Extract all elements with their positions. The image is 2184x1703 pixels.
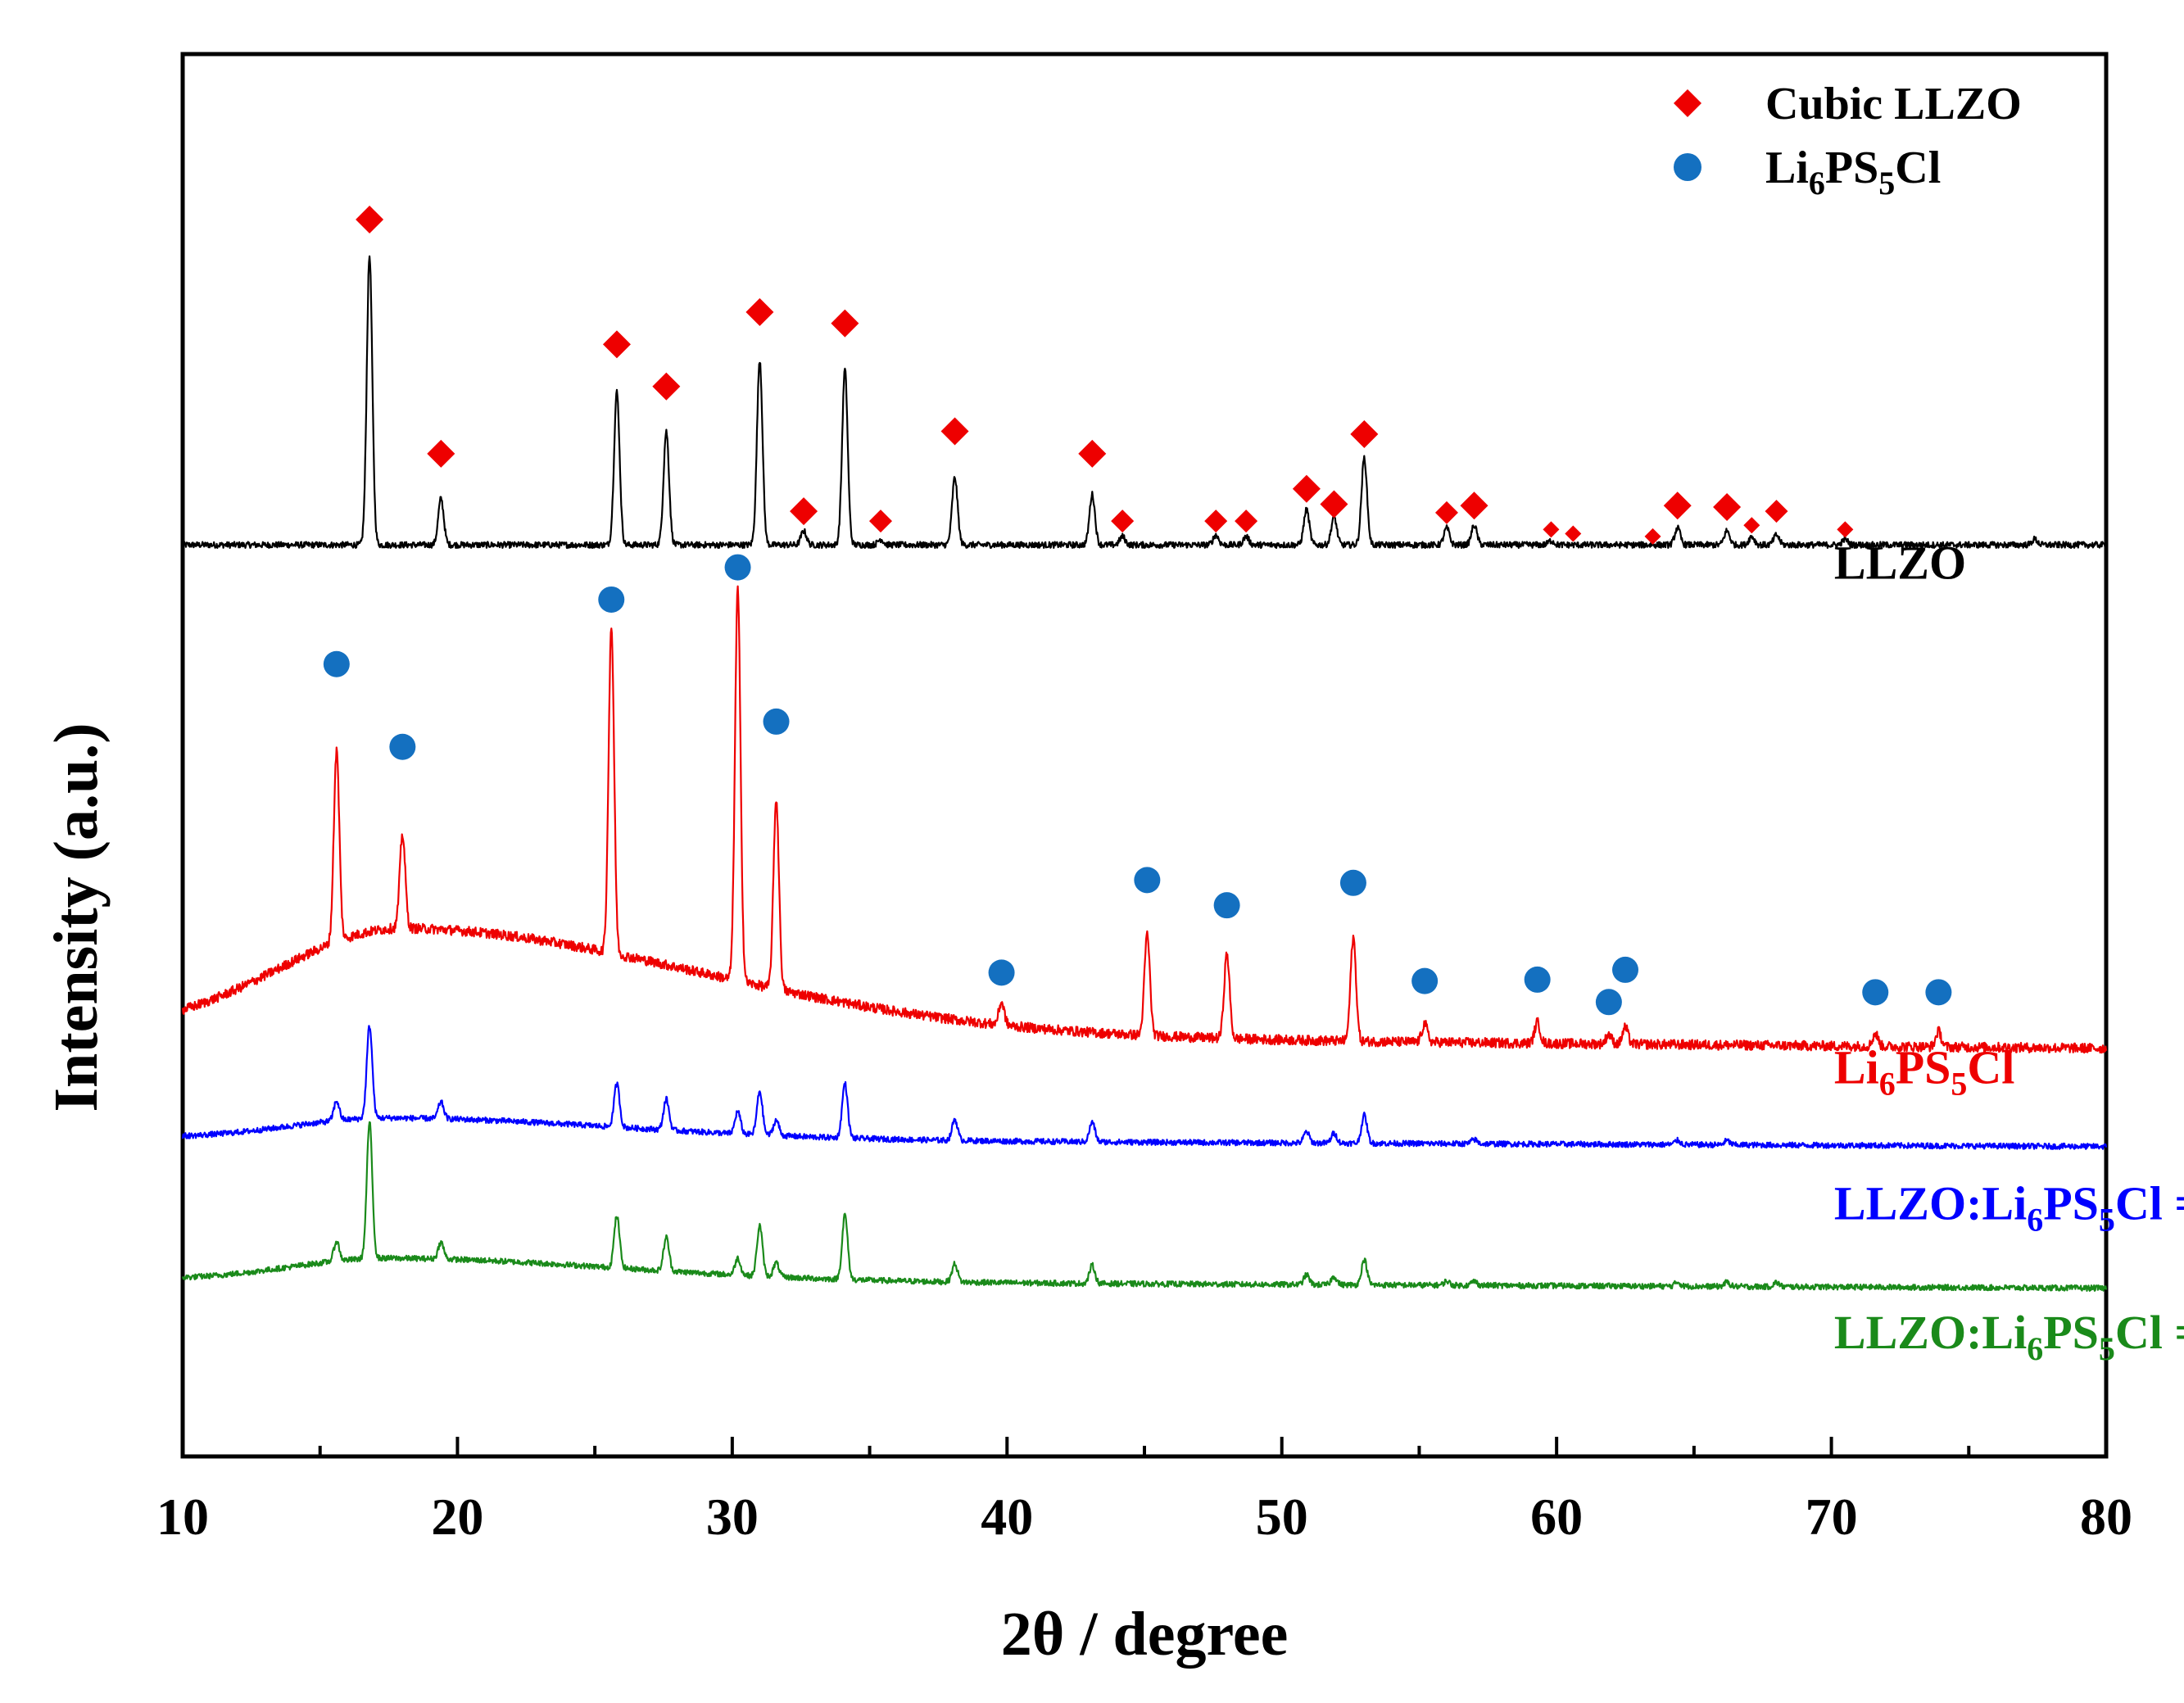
trace-llzo-li6ps5cl-6-4 xyxy=(181,1025,2108,1150)
llzo-peak-marker xyxy=(1663,491,1692,520)
llzo-peak-marker xyxy=(1743,517,1760,534)
li6ps5cl-peak-marker xyxy=(1339,869,1366,896)
li6ps5cl-peak-marker xyxy=(1524,966,1551,993)
trace-li6ps5cl xyxy=(181,585,2108,1054)
x-tick-label: 30 xyxy=(706,1488,759,1546)
llzo-peak-marker xyxy=(427,439,455,468)
llzo-peak-marker xyxy=(1837,521,1854,538)
x-tick-label: 60 xyxy=(1530,1488,1583,1546)
llzo-peak-marker xyxy=(1713,492,1742,521)
x-tick-label: 80 xyxy=(2080,1488,2132,1546)
label-llzo-li6ps5cl-6-4: LLZO:Li6PS5Cl = 6:4 xyxy=(1834,1177,2184,1239)
llzo-peak-marker xyxy=(868,510,892,533)
x-axis-title: 2θ / degree xyxy=(1001,1600,1289,1669)
spectrum-traces xyxy=(181,255,2108,1293)
x-tick-label: 40 xyxy=(981,1488,1033,1546)
li6ps5cl-peak-marker xyxy=(389,733,416,760)
llzo-peak-marker xyxy=(1204,510,1228,533)
llzo-peak-marker xyxy=(1111,510,1135,533)
li6ps5cl-peak-marker xyxy=(724,554,751,581)
x-axis-ticks: 10 20 30 40 50 60 70 80 xyxy=(156,1437,2132,1546)
legend: Cubic LLZO Li6PS5Cl xyxy=(1674,79,2022,202)
li6ps5cl-peak-marker xyxy=(1862,979,1889,1006)
li6ps5cl-peak-marker xyxy=(988,959,1015,986)
llzo-peak-marker xyxy=(356,206,384,234)
llzo-peak-marker xyxy=(1078,439,1107,468)
trace-llzo-li6ps5cl-8-2 xyxy=(181,1121,2108,1293)
llzo-peak-marker xyxy=(831,309,859,337)
llzo-peak-marker xyxy=(1644,528,1661,545)
x-tick-label: 20 xyxy=(431,1488,483,1546)
li6ps5cl-peak-marker xyxy=(763,708,790,735)
li6ps5cl-peak-marker xyxy=(1612,956,1638,983)
legend-circle-icon xyxy=(1674,153,1701,181)
legend-label: Cubic LLZO xyxy=(1765,79,2022,129)
llzo-peak-marker xyxy=(1765,500,1788,523)
llzo-peak-marker xyxy=(790,497,818,526)
llzo-peak-marker xyxy=(1320,490,1348,519)
x-tick-label: 10 xyxy=(156,1488,209,1546)
plot-frame xyxy=(180,52,2109,1459)
label-li6ps5cl: Li6PS5Cl xyxy=(1834,1041,2015,1103)
li6ps5cl-peak-marker xyxy=(1595,989,1622,1016)
li6ps5cl-peak-marker xyxy=(1925,979,1952,1006)
llzo-peak-marker xyxy=(602,330,631,359)
li6ps5cl-peak-marker xyxy=(1411,967,1439,994)
trace-labels: LLZO Li6PS5Cl LLZO:Li6PS5Cl = 6:4 LLZO:Li6P… xyxy=(1834,536,2184,1367)
li6ps5cl-peak-marker xyxy=(1134,867,1161,894)
legend-label: Li6PS5Cl xyxy=(1765,143,1941,202)
peak-markers xyxy=(323,206,1952,1016)
llzo-peak-marker xyxy=(940,417,969,446)
trace-llzo xyxy=(181,255,2107,550)
llzo-peak-marker xyxy=(1460,491,1488,520)
llzo-peak-marker xyxy=(652,372,681,401)
llzo-peak-marker xyxy=(1565,525,1582,542)
llzo-peak-marker xyxy=(1350,419,1379,448)
y-axis-title: Intensity (a.u.) xyxy=(42,722,111,1112)
li6ps5cl-peak-marker xyxy=(598,586,625,613)
label-llzo: LLZO xyxy=(1834,536,1966,589)
llzo-peak-marker xyxy=(1434,500,1458,524)
llzo-peak-marker xyxy=(1292,474,1321,503)
x-tick-label: 70 xyxy=(1806,1488,1858,1546)
li6ps5cl-peak-marker xyxy=(323,650,350,677)
llzo-peak-marker xyxy=(745,298,774,327)
x-tick-label: 50 xyxy=(1256,1488,1308,1546)
label-llzo-li6ps5cl-8-2: LLZO:Li6PS5Cl = 8:2 xyxy=(1834,1306,2184,1367)
li6ps5cl-peak-marker xyxy=(1213,892,1240,919)
llzo-peak-marker xyxy=(1543,521,1560,538)
legend-diamond-icon xyxy=(1674,89,1701,117)
llzo-peak-marker xyxy=(1235,510,1258,533)
